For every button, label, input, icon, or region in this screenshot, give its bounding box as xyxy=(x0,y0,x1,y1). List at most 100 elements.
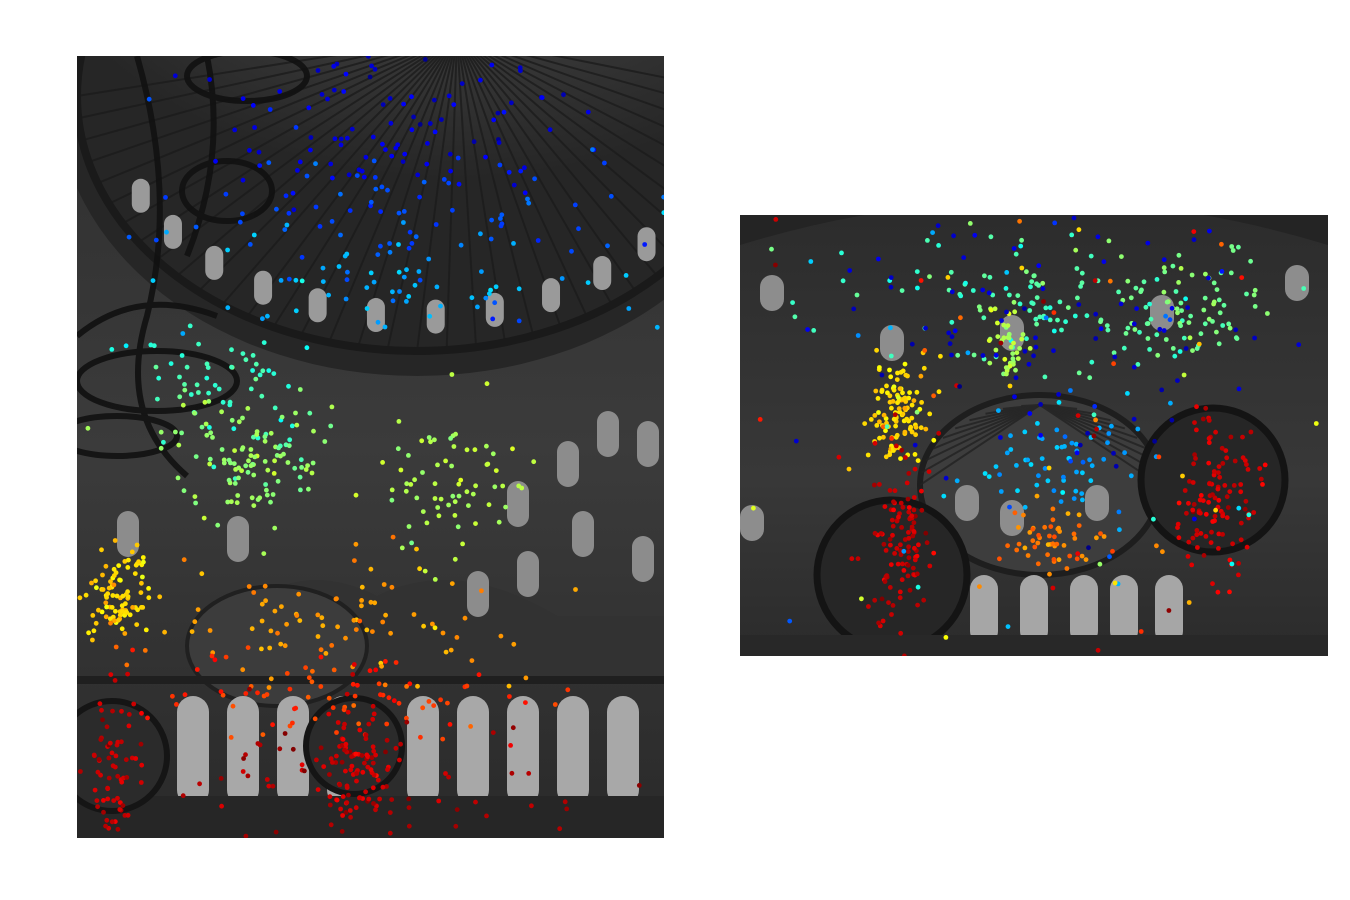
feature-point xyxy=(188,392,194,397)
feature-point xyxy=(184,364,190,370)
feature-point xyxy=(1050,506,1056,512)
feature-point xyxy=(1056,400,1062,405)
feature-point xyxy=(111,566,117,572)
feature-point xyxy=(1206,499,1211,505)
feature-point xyxy=(342,747,347,753)
feature-point xyxy=(1131,321,1137,327)
feature-point xyxy=(343,768,348,774)
feature-point xyxy=(390,534,396,540)
feature-point xyxy=(1167,317,1173,323)
feature-point xyxy=(396,419,402,424)
feature-point xyxy=(153,364,159,370)
feature-point xyxy=(1151,516,1156,522)
feature-point xyxy=(1015,356,1021,361)
feature-point xyxy=(406,796,412,802)
feature-point xyxy=(408,482,414,487)
feature-point xyxy=(1084,313,1090,319)
feature-point xyxy=(921,597,927,603)
feature-point xyxy=(1155,352,1161,358)
feature-point xyxy=(344,251,350,257)
feature-point xyxy=(426,699,432,704)
feature-point xyxy=(1166,608,1172,613)
feature-point xyxy=(1092,278,1098,283)
feature-point xyxy=(872,482,877,488)
feature-point xyxy=(892,551,897,556)
feature-point xyxy=(773,217,779,222)
feature-point xyxy=(849,556,855,562)
feature-point xyxy=(107,616,113,622)
feature-point xyxy=(271,471,277,476)
feature-point xyxy=(498,216,503,221)
feature-point xyxy=(949,334,955,340)
feature-point xyxy=(495,110,501,116)
feature-point xyxy=(1001,322,1007,328)
feature-point xyxy=(1116,509,1122,515)
feature-point xyxy=(204,432,210,438)
feature-point xyxy=(1083,557,1089,562)
feature-point xyxy=(106,585,112,591)
feature-point xyxy=(905,549,911,554)
feature-point xyxy=(905,496,911,502)
feature-point xyxy=(77,595,83,601)
feature-point xyxy=(564,806,570,812)
feature-point xyxy=(880,618,886,624)
feature-point xyxy=(1143,304,1149,310)
feature-point xyxy=(205,365,211,370)
feature-point xyxy=(124,662,130,668)
feature-point xyxy=(120,593,126,599)
feature-point xyxy=(436,513,442,519)
feature-point xyxy=(367,668,373,674)
feature-point xyxy=(884,383,889,389)
feature-point xyxy=(1073,441,1079,447)
feature-point xyxy=(626,306,632,311)
feature-point xyxy=(146,96,152,102)
feature-point xyxy=(1156,454,1162,460)
feature-point xyxy=(440,630,446,636)
feature-point xyxy=(654,324,660,330)
feature-point xyxy=(891,499,896,505)
feature-point xyxy=(1075,295,1080,301)
feature-point xyxy=(899,288,905,293)
feature-point xyxy=(1047,533,1052,539)
feature-point xyxy=(389,797,395,802)
feature-point xyxy=(1106,238,1112,244)
feature-point xyxy=(1076,523,1082,528)
feature-point xyxy=(396,700,402,706)
feature-point xyxy=(111,798,117,803)
feature-point xyxy=(243,691,249,696)
feature-point xyxy=(1191,229,1197,234)
feature-point xyxy=(1216,546,1221,551)
feature-point xyxy=(299,278,305,284)
feature-point xyxy=(945,275,951,280)
feature-point xyxy=(372,66,378,72)
feature-point xyxy=(303,665,308,671)
feature-point xyxy=(351,662,357,667)
feature-point xyxy=(1131,416,1137,422)
feature-point xyxy=(1183,346,1189,351)
feature-point xyxy=(261,551,267,556)
feature-point xyxy=(1051,310,1057,315)
feature-point xyxy=(348,814,353,820)
feature-point xyxy=(212,657,218,663)
feature-point xyxy=(399,545,405,551)
feature-point xyxy=(116,563,122,568)
feature-point xyxy=(375,319,381,325)
feature-point xyxy=(1194,346,1200,351)
feature-point xyxy=(1184,510,1189,516)
feature-point xyxy=(108,620,113,626)
feature-point xyxy=(413,234,419,240)
feature-point xyxy=(364,752,370,758)
feature-point xyxy=(889,517,895,523)
feature-point xyxy=(636,783,642,788)
feature-point xyxy=(329,219,335,224)
feature-point xyxy=(1017,218,1022,224)
feature-point xyxy=(1069,440,1075,446)
feature-point xyxy=(130,647,135,653)
feature-point xyxy=(1252,287,1258,293)
feature-point xyxy=(266,783,272,789)
feature-point xyxy=(284,222,290,228)
feature-point xyxy=(409,540,414,546)
feature-point xyxy=(264,487,269,493)
feature-point xyxy=(1260,482,1265,487)
feature-point xyxy=(211,464,217,470)
